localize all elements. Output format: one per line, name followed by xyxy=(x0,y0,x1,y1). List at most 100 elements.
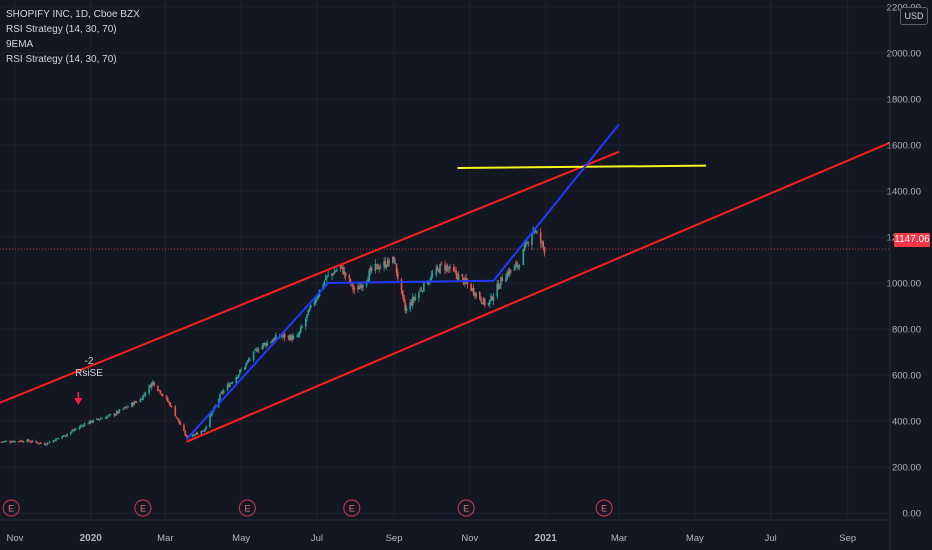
candle-body xyxy=(379,267,382,269)
candle-body xyxy=(314,299,317,304)
candle-body xyxy=(124,407,127,409)
candle-body xyxy=(168,401,170,403)
candle-body xyxy=(252,351,255,361)
lower-channel-line xyxy=(186,141,891,443)
legend-indicator-ema[interactable]: 9EMA xyxy=(6,39,34,50)
candle-body xyxy=(331,273,333,276)
x-tick-label: May xyxy=(232,533,250,544)
candle-body xyxy=(488,299,491,304)
candle-body xyxy=(539,232,542,243)
candle-body xyxy=(440,263,443,265)
candle-body xyxy=(75,428,77,430)
candle-body xyxy=(139,398,142,403)
candle-body xyxy=(178,419,180,423)
candle-body xyxy=(410,302,413,305)
candle-body xyxy=(482,298,485,305)
candle-body xyxy=(83,423,86,427)
candle-body xyxy=(11,441,14,443)
candle-body xyxy=(31,440,34,442)
candle-body xyxy=(452,267,455,271)
chart-legend: SHOPIFY INC, 1D, Cboe BZX RSI Strategy (… xyxy=(6,7,140,67)
candle-body xyxy=(368,270,370,282)
legend-indicator-rsi-strategy[interactable]: RSI Strategy (14, 30, 70) xyxy=(6,24,117,35)
candle-body xyxy=(472,287,475,295)
legend-symbol[interactable]: SHOPIFY INC, 1D, Cboe BZX xyxy=(6,9,140,20)
candle-body xyxy=(327,274,329,276)
candle-body xyxy=(47,442,50,444)
candle-body xyxy=(466,281,469,285)
candle-body xyxy=(457,274,460,280)
legend-indicator-rsi-strategy-2[interactable]: RSI Strategy (14, 30, 70) xyxy=(6,54,117,65)
candle-body xyxy=(423,281,425,292)
upper-channel-line xyxy=(0,150,620,404)
candle-body xyxy=(262,343,265,347)
candle-body xyxy=(492,296,495,301)
candle-body xyxy=(500,276,502,286)
y-tick-label: 1000.00 xyxy=(887,279,921,290)
earnings-marker-label: E xyxy=(8,504,14,514)
candle-body xyxy=(522,249,525,265)
candle-body xyxy=(409,302,411,309)
candle-body xyxy=(496,283,499,297)
candle-body xyxy=(1,441,4,443)
candle-body xyxy=(421,290,424,292)
candle-body xyxy=(201,430,204,432)
candle-body xyxy=(439,264,441,274)
candle-body xyxy=(244,366,246,370)
candle-body xyxy=(263,343,266,345)
candle-body xyxy=(342,266,344,275)
x-tick-label: Nov xyxy=(461,533,478,544)
candle-body xyxy=(313,302,316,305)
candle-body xyxy=(96,418,98,420)
candle-body xyxy=(292,336,295,340)
candle-body xyxy=(362,284,364,287)
candle-body xyxy=(461,273,464,278)
candle-body xyxy=(348,275,351,279)
candle-body xyxy=(0,441,3,443)
candle-body xyxy=(501,277,503,282)
candle-body xyxy=(307,310,310,316)
candle-body xyxy=(403,295,405,302)
candle-body xyxy=(117,411,119,413)
candle-body xyxy=(167,398,169,402)
candle-body xyxy=(174,406,177,417)
candle-body xyxy=(226,384,229,390)
candle-body xyxy=(153,381,155,386)
y-tick-label: 400.00 xyxy=(892,417,921,428)
currency-button[interactable]: USD xyxy=(900,7,928,25)
candle-body xyxy=(446,266,449,268)
candle-body xyxy=(29,441,31,443)
candle-body xyxy=(194,434,196,436)
y-tick-label: 600.00 xyxy=(892,371,921,382)
candle-body xyxy=(411,297,414,306)
candle-body xyxy=(4,441,6,442)
candle-body xyxy=(113,414,116,416)
candle-body xyxy=(236,376,239,378)
candle-body xyxy=(56,438,58,440)
candle-body xyxy=(332,273,334,275)
candle-body xyxy=(419,289,421,292)
candle-body xyxy=(483,298,486,306)
candle-body xyxy=(175,416,178,418)
candle-body xyxy=(254,349,256,351)
candle-body xyxy=(542,241,544,247)
candle-body xyxy=(526,241,528,243)
candle-body xyxy=(125,406,128,408)
candle-body xyxy=(322,285,324,289)
candle-body xyxy=(246,361,249,363)
candle-body xyxy=(159,390,162,394)
x-tick-label: 2020 xyxy=(80,533,103,544)
candle-body xyxy=(275,335,277,339)
candle-body xyxy=(271,340,274,343)
candle-body xyxy=(230,382,233,384)
candle-body xyxy=(445,265,448,271)
candle-body xyxy=(455,270,457,276)
candle-body xyxy=(334,271,337,273)
x-tick-label: 2021 xyxy=(535,533,558,544)
candle-body xyxy=(531,233,533,245)
earnings-marker-label: E xyxy=(140,504,146,514)
candle-body xyxy=(497,283,500,290)
candle-body xyxy=(107,415,109,417)
candle-body xyxy=(506,272,508,280)
